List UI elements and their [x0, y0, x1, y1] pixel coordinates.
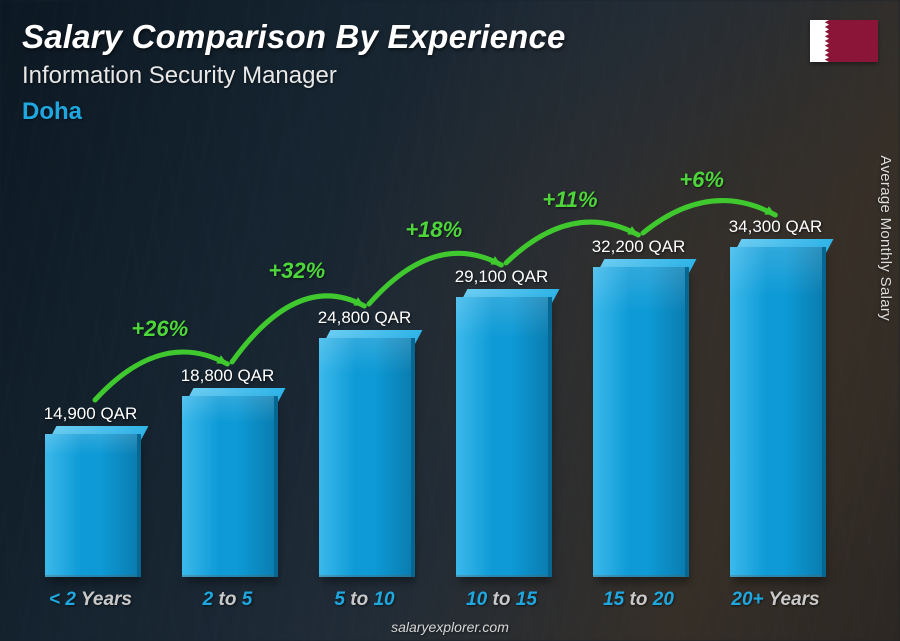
bar-front-face	[45, 434, 137, 577]
bar-value-label: 34,300 QAR	[729, 217, 823, 237]
bar-group: 18,800 QAR	[165, 366, 290, 577]
y-axis-label: Average Monthly Salary	[878, 155, 895, 321]
bar	[319, 338, 411, 577]
x-axis-label: 10 to 15	[439, 589, 564, 611]
delta-label: +6%	[679, 167, 724, 193]
bar	[730, 247, 822, 577]
bar-group: 29,100 QAR	[439, 267, 564, 577]
delta-label: +18%	[405, 217, 462, 243]
x-axis-label: 2 to 5	[165, 589, 290, 611]
bar	[456, 297, 548, 577]
bar-value-label: 24,800 QAR	[318, 308, 412, 328]
bar-front-face	[456, 297, 548, 577]
x-axis-label: 15 to 20	[576, 589, 701, 611]
bar-group: 24,800 QAR	[302, 308, 427, 577]
bar-value-label: 14,900 QAR	[44, 404, 138, 424]
bar-group: 14,900 QAR	[28, 404, 153, 577]
country-flag-icon	[810, 20, 878, 62]
bar-front-face	[730, 247, 822, 577]
x-axis-labels: < 2 Years 2 to 5 5 to 10 10 to 15 15 to 20 20…	[28, 589, 838, 611]
bar-value-label: 29,100 QAR	[455, 267, 549, 287]
chart-title: Salary Comparison By Experience	[22, 18, 878, 56]
delta-label: +26%	[131, 316, 188, 342]
bar-front-face	[182, 396, 274, 577]
footer-attribution: salaryexplorer.com	[0, 619, 900, 635]
delta-label: +11%	[542, 187, 597, 213]
bar	[182, 396, 274, 577]
chart-subtitle: Information Security Manager	[22, 62, 878, 90]
bar	[45, 434, 137, 577]
bar-group: 34,300 QAR	[713, 217, 838, 577]
bar-front-face	[319, 338, 411, 577]
bar-value-label: 32,200 QAR	[592, 237, 686, 257]
x-axis-label: 5 to 10	[302, 589, 427, 611]
x-axis-label: 20+ Years	[713, 589, 838, 611]
bar-value-label: 18,800 QAR	[181, 366, 275, 386]
x-axis-label: < 2 Years	[28, 589, 153, 611]
bar	[593, 267, 685, 577]
bar-front-face	[593, 267, 685, 577]
delta-label: +32%	[268, 258, 325, 284]
bar-group: 32,200 QAR	[576, 237, 701, 577]
